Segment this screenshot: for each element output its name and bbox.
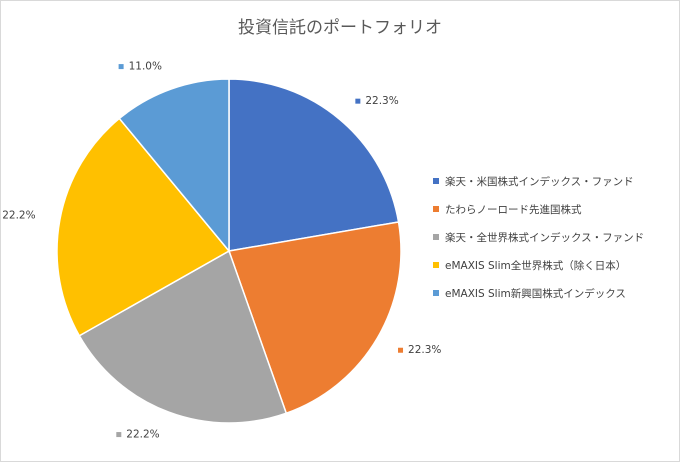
pie-slice-3 <box>78 249 288 424</box>
legend-swatch-2 <box>433 206 439 212</box>
legend-swatch-3 <box>433 234 439 240</box>
legend-label-3: 楽天・全世界株式インデックス・ファンド <box>445 231 645 244</box>
data-label-marker-1 <box>355 98 361 104</box>
data-label-5: 11.0% <box>118 61 162 73</box>
pie-slice-4 <box>56 117 231 337</box>
data-label-2: 22.3% <box>398 344 441 356</box>
chart-legend: 楽天・米国株式インデックス・ファンド たわらノーロード先進国株式楽天・全世界株式イ… <box>433 167 644 307</box>
legend-swatch-4 <box>433 262 439 268</box>
legend-item-2: たわらノーロード先進国株式 <box>433 195 644 223</box>
data-label-4: 22.2% <box>2 209 35 221</box>
data-label-1: 22.3% <box>355 95 399 107</box>
legend-item-1: 楽天・米国株式インデックス・ファンド <box>433 167 644 195</box>
legend-label-2: たわらノーロード先進国株式 <box>445 203 582 216</box>
data-label-text-5: 11.0% <box>129 61 162 73</box>
pie-slice-2 <box>227 221 402 415</box>
data-label-marker-3 <box>116 432 122 438</box>
data-label-text-1: 22.3% <box>365 95 398 107</box>
legend-label-5: eMAXIS Slim新興国株式インデックス <box>445 287 626 300</box>
legend-swatch-1 <box>433 178 439 184</box>
data-label-text-4: 22.2% <box>2 209 35 221</box>
pie-slice-5 <box>118 78 230 254</box>
legend-label-1: 楽天・米国株式インデックス・ファンド <box>445 175 634 188</box>
legend-swatch-5 <box>433 290 439 296</box>
legend-item-5: eMAXIS Slim新興国株式インデックス <box>433 279 644 307</box>
data-label-3: 22.2% <box>116 429 160 441</box>
data-label-text-2: 22.3% <box>408 344 441 356</box>
pie-slice-1 <box>228 78 400 252</box>
legend-label-4: eMAXIS Slim全世界株式（除く日本） <box>445 259 627 272</box>
legend-item-4: eMAXIS Slim全世界株式（除く日本） <box>433 251 644 279</box>
chart-title: 投資信託のポートフォリオ <box>238 18 442 38</box>
data-label-marker-2 <box>398 347 404 353</box>
data-label-marker-5 <box>118 64 124 70</box>
data-label-text-3: 22.2% <box>126 429 159 441</box>
legend-item-3: 楽天・全世界株式インデックス・ファンド <box>433 223 644 251</box>
